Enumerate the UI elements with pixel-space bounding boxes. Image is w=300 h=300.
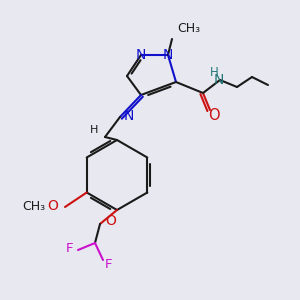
Text: N: N [136,48,146,62]
Text: H: H [90,125,98,135]
Text: CH₃: CH₃ [177,22,200,35]
Text: O: O [105,214,116,228]
Text: H: H [210,65,218,79]
Text: F: F [105,257,112,271]
Text: N: N [163,48,173,62]
Text: N: N [214,73,224,87]
Text: N: N [124,109,134,123]
Text: CH₃: CH₃ [22,200,45,212]
Text: O: O [208,107,220,122]
Text: O: O [47,199,58,213]
Text: F: F [65,242,73,256]
